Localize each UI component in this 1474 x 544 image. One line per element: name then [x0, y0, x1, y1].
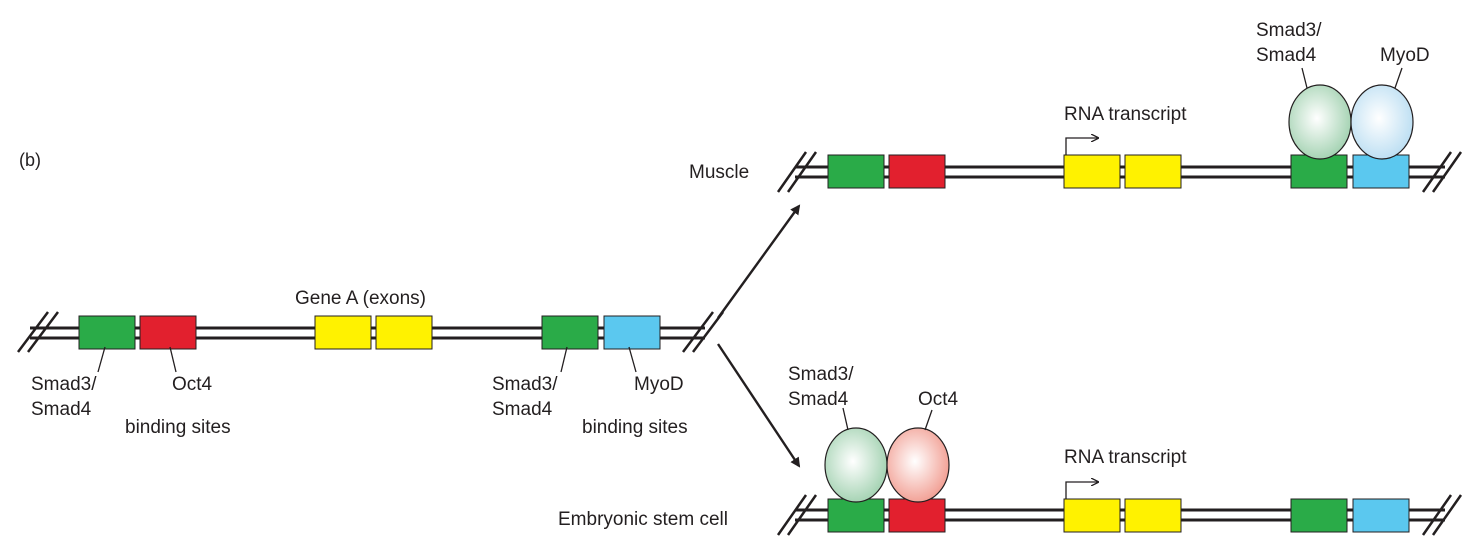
- oct4-binding-site: [888, 498, 946, 533]
- break-mark: [1421, 151, 1453, 193]
- oct4-site-label: Oct4: [172, 374, 213, 395]
- label-leader: [560, 346, 568, 373]
- gene-label: Gene A (exons): [295, 288, 426, 309]
- transcription-start-arrow: [1065, 482, 1098, 499]
- left-dna-strand: [17, 311, 724, 353]
- myod-protein: [1350, 84, 1414, 160]
- smad-binding-site: [1290, 498, 1348, 533]
- myod-binding-site: [1352, 498, 1410, 533]
- esc-label: Embryonic stem cell: [558, 509, 728, 530]
- smad-protein-label-line1: Smad3/: [1256, 20, 1322, 41]
- oct4-protein: [886, 427, 950, 503]
- muscle-dna-strand: [776, 151, 1463, 193]
- myod-site-label: MyoD: [634, 374, 684, 395]
- smad-binding-site: [78, 315, 136, 350]
- oct4-protein-label: Oct4: [918, 389, 959, 410]
- label-leader: [842, 407, 849, 431]
- label-leader: [924, 409, 933, 431]
- exon-box: [375, 315, 433, 350]
- smad-binding-site: [1290, 154, 1348, 189]
- smad-protein-label-line2: Smad4: [1256, 45, 1317, 66]
- smad-site-label-line1: Smad3/: [492, 374, 558, 395]
- arrow-to-muscle: [717, 204, 801, 319]
- smad-site-label-line2: Smad4: [492, 399, 553, 420]
- label-leader: [97, 346, 106, 373]
- smad-protein-label-line1: Smad3/: [788, 364, 854, 385]
- exon-box: [1124, 498, 1182, 533]
- smad-site-label-line1: Smad3/: [31, 374, 97, 395]
- break-mark: [776, 494, 808, 536]
- rna-transcript-label: RNA transcript: [1064, 447, 1187, 468]
- esc-dna-strand: [776, 494, 1463, 536]
- oct4-binding-site: [139, 315, 197, 350]
- arrow-to-esc: [717, 343, 801, 468]
- smad-binding-site: [541, 315, 599, 350]
- exon-box: [1063, 498, 1121, 533]
- smad-binding-site: [827, 498, 885, 533]
- break-mark: [17, 311, 49, 353]
- label-leader: [628, 346, 637, 373]
- exon-box: [1124, 154, 1182, 189]
- break-mark: [692, 311, 724, 353]
- break-mark: [776, 151, 808, 193]
- smad-protein: [1288, 84, 1352, 160]
- break-mark: [682, 311, 714, 353]
- break-mark: [27, 311, 59, 353]
- break-mark: [1431, 494, 1463, 536]
- smad-site-label-line2: Smad4: [31, 399, 92, 420]
- label-leader: [169, 346, 177, 373]
- smad-protein: [824, 427, 888, 503]
- exon-box: [1063, 154, 1121, 189]
- break-mark: [1421, 494, 1453, 536]
- label-leader: [1394, 67, 1403, 89]
- smad-protein-label-line2: Smad4: [788, 389, 849, 410]
- exon-box: [314, 315, 372, 350]
- break-mark: [786, 151, 818, 193]
- binding-sites-caption: binding sites: [582, 417, 688, 438]
- myod-protein-label: MyoD: [1380, 45, 1430, 66]
- label-leader: [1301, 67, 1308, 89]
- muscle-label: Muscle: [689, 162, 749, 183]
- break-mark: [1431, 151, 1463, 193]
- panel-label: (b): [19, 150, 41, 170]
- rna-transcript-label: RNA transcript: [1064, 104, 1187, 125]
- smad-binding-site: [827, 154, 885, 189]
- myod-binding-site: [1352, 154, 1410, 189]
- myod-binding-site: [603, 315, 661, 350]
- break-mark: [786, 494, 818, 536]
- oct4-binding-site: [888, 154, 946, 189]
- transcription-start-arrow: [1065, 138, 1098, 155]
- binding-sites-caption: binding sites: [125, 417, 231, 438]
